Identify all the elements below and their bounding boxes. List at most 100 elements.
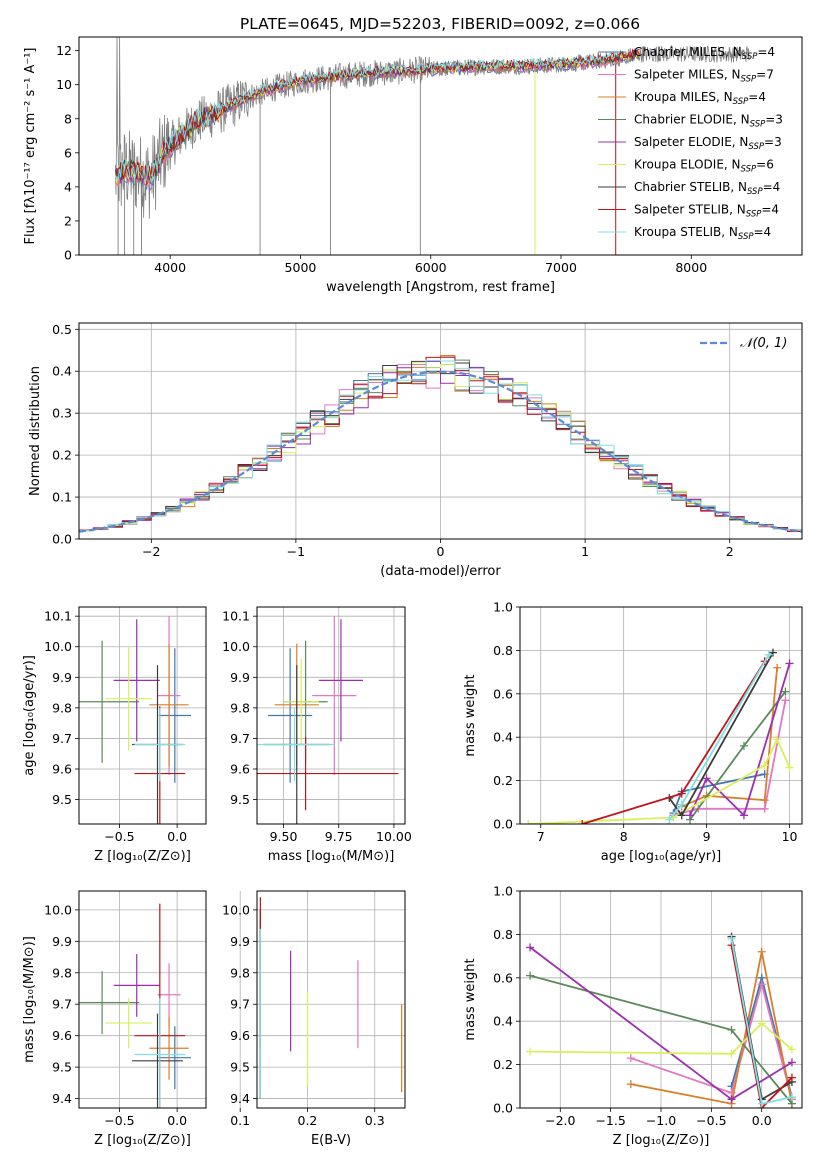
panel-2: −2 −1 0 1 2 0.0 0.1 0.2 0.3 0.4 0.5 (data-model)/er… — [28, 322, 803, 579]
y-tick-label: 9.6 — [52, 761, 72, 776]
x-tick-label: −1.5 — [595, 1113, 625, 1128]
x-tick-label: 0 — [437, 544, 445, 559]
figure-title: PLATE=0645, MJD=52203, FIBERID=0092, z=0… — [240, 15, 640, 33]
legend: Chabrier MILES, NSSP=4 Salpeter MILES, NS… — [598, 45, 783, 242]
y-tick-label: 8 — [64, 111, 72, 126]
x-tick-label: 9 — [703, 829, 711, 844]
data-point — [727, 934, 736, 943]
legend-entry: Kroupa ELODIE, NSSP=6 — [634, 158, 774, 175]
axes-frame — [519, 606, 803, 825]
legend-entry: Chabrier ELODIE, NSSP=3 — [634, 113, 783, 130]
x-tick-label: −1 — [287, 544, 305, 559]
residual-histogram — [79, 362, 802, 539]
legend-entry: 𝒩(0, 1) — [740, 336, 787, 351]
y-tick-label: 9.9 — [230, 670, 250, 685]
data-point — [665, 815, 674, 824]
x-tick-label: 0.0 — [167, 829, 187, 844]
y-tick-label: 0.3 — [52, 406, 72, 421]
plot-area — [115, 37, 750, 255]
data-point — [757, 1019, 766, 1028]
x-tick-label: −0.5 — [696, 1113, 726, 1128]
y-axis-label: mass weight — [463, 958, 478, 1040]
y-tick-label: 0.2 — [52, 448, 72, 463]
data-point — [785, 763, 794, 772]
y-tick-label: 0.1 — [52, 490, 72, 505]
data-point — [677, 800, 686, 809]
x-tick-label: 0.0 — [167, 1113, 187, 1128]
y-tick-label: 9.9 — [52, 670, 72, 685]
data-point — [764, 650, 773, 659]
data-point — [760, 804, 769, 813]
panel-4: 9.50 9.75 10.00 9.5 9.6 9.7 9.8 9.9 10.0 10.1 mass… — [222, 606, 412, 864]
y-tick-label: 9.7 — [52, 997, 72, 1012]
mass-weight-line — [530, 1022, 793, 1055]
y-tick-label: 9.7 — [52, 731, 72, 746]
y-tick-label: 2 — [64, 213, 72, 228]
x-tick-label: 10.00 — [376, 829, 412, 844]
x-tick-label: 0.3 — [365, 1113, 385, 1128]
axes-frame — [78, 322, 803, 540]
y-tick-label: 6 — [64, 145, 72, 160]
y-tick-label: 10 — [56, 77, 72, 92]
y-tick-label: 10.0 — [44, 902, 72, 917]
plot-area — [79, 616, 191, 824]
data-point — [677, 811, 686, 820]
data-point — [773, 735, 782, 744]
mass-weight-line — [681, 667, 778, 808]
x-axis-label: wavelength [Angstrom, rest frame] — [326, 280, 555, 295]
legend-entry: Salpeter ELODIE, NSSP=3 — [634, 135, 782, 152]
data-point — [787, 1058, 796, 1067]
mass-weight-line — [528, 737, 791, 824]
x-tick-label: −0.5 — [104, 829, 134, 844]
panel-7: 0.1 0.2 0.3 9.4 9.5 9.6 9.7 9.8 9.9 10.0 E(B-V) — [222, 890, 406, 1148]
data-point — [739, 741, 748, 750]
data-point — [773, 663, 782, 672]
data-point — [757, 1099, 766, 1108]
data-point — [781, 687, 790, 696]
data-point — [760, 761, 769, 770]
x-tick-label: −0.5 — [104, 1113, 134, 1128]
panel-1: 4000 5000 6000 7000 8000 0 2 4 6 8 10 12 wavelength … — [23, 36, 803, 295]
x-axis-label: mass [log₁₀(M/M⊙)] — [268, 849, 395, 864]
x-tick-label: 2 — [726, 544, 734, 559]
x-tick-label: −1.0 — [646, 1113, 676, 1128]
y-tick-label: 12 — [56, 43, 72, 58]
axes-frame — [78, 890, 207, 1109]
plot-area — [259, 897, 403, 1099]
y-tick-label: 4 — [64, 179, 72, 194]
y-tick-label: 1.0 — [493, 884, 513, 899]
y-tick-label: 0.8 — [493, 927, 513, 942]
plot-area — [526, 932, 796, 1108]
panel-5: 7 8 9 10 0.0 0.2 0.4 0.6 0.8 1.0 age [log₁₀(age/yr… — [463, 600, 803, 864]
data-point — [526, 971, 535, 980]
x-axis-label: Z [log₁₀(Z/Z⊙)] — [94, 1133, 191, 1148]
data-point — [768, 648, 777, 657]
data-point — [739, 811, 748, 820]
y-tick-label: 0.4 — [493, 730, 513, 745]
y-tick-label: 9.8 — [52, 700, 72, 715]
axes-frame — [78, 36, 803, 256]
y-tick-label: 9.7 — [230, 731, 250, 746]
y-tick-label: 0.2 — [493, 1057, 513, 1072]
y-tick-label: 0.5 — [52, 322, 72, 337]
x-tick-label: 8000 — [675, 260, 707, 275]
y-tick-label: 9.8 — [52, 965, 72, 980]
panel-3: −0.5 0.0 9.5 9.6 9.7 9.8 9.9 10.0 10.1 Z [log₁₀(Z… — [22, 606, 207, 864]
data-point — [524, 820, 533, 824]
y-tick-label: 1.0 — [493, 600, 513, 615]
legend-entry: Salpeter MILES, NSSP=7 — [634, 68, 774, 85]
y-tick-label: 10.0 — [222, 639, 250, 654]
y-tick-label: 9.4 — [52, 1091, 72, 1106]
y-tick-label: 0.0 — [52, 532, 72, 547]
data-point — [787, 1073, 796, 1082]
x-tick-label: −2 — [142, 544, 160, 559]
data-point — [757, 947, 766, 956]
y-tick-label: 9.6 — [230, 761, 250, 776]
gaussian-curve — [79, 370, 802, 533]
legend-entry: Kroupa STELIB, NSSP=4 — [634, 225, 771, 242]
y-tick-label: 0.6 — [493, 970, 513, 985]
y-axis-label: Normed distribution — [28, 366, 43, 496]
y-tick-label: 9.4 — [230, 1091, 250, 1106]
data-point — [686, 811, 695, 820]
mass-weight-line — [730, 945, 793, 1108]
